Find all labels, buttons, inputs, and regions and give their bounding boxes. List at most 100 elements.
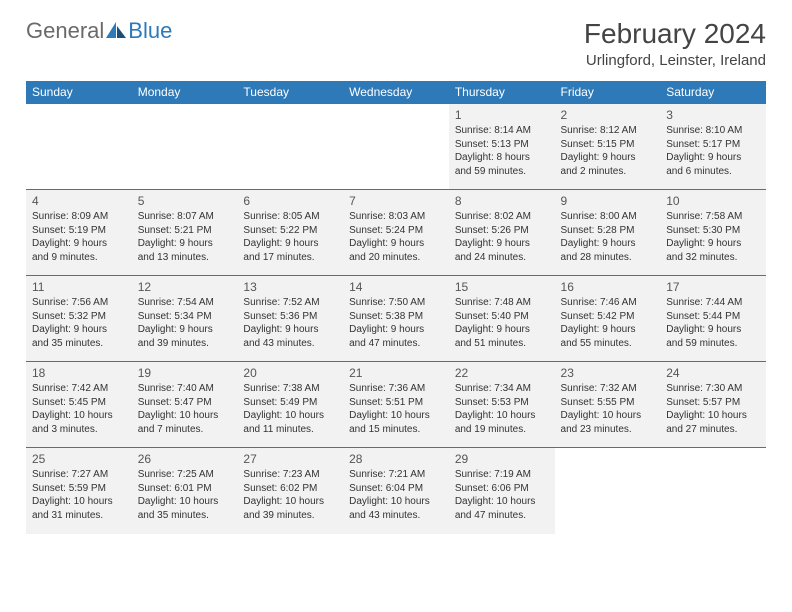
sunrise-text: Sunrise: 8:05 AM: [243, 210, 337, 224]
sunset-text: Sunset: 6:01 PM: [138, 482, 232, 496]
daylight-text: Daylight: 9 hours and 2 minutes.: [561, 151, 655, 178]
sunset-text: Sunset: 5:49 PM: [243, 396, 337, 410]
daylight-text: Daylight: 9 hours and 55 minutes.: [561, 323, 655, 350]
day-number: 11: [32, 279, 126, 295]
sunrise-text: Sunrise: 7:36 AM: [349, 382, 443, 396]
day-number: 13: [243, 279, 337, 295]
sunrise-text: Sunrise: 7:48 AM: [455, 296, 549, 310]
sunrise-text: Sunrise: 8:03 AM: [349, 210, 443, 224]
calendar-row: 25Sunrise: 7:27 AMSunset: 5:59 PMDayligh…: [26, 448, 766, 534]
daylight-text: Daylight: 9 hours and 51 minutes.: [455, 323, 549, 350]
daylight-text: Daylight: 9 hours and 17 minutes.: [243, 237, 337, 264]
calendar-row: 4Sunrise: 8:09 AMSunset: 5:19 PMDaylight…: [26, 190, 766, 276]
day-cell: 6Sunrise: 8:05 AMSunset: 5:22 PMDaylight…: [237, 190, 343, 276]
day-number: 8: [455, 193, 549, 209]
sunrise-text: Sunrise: 7:32 AM: [561, 382, 655, 396]
day-number: 3: [666, 107, 760, 123]
daylight-text: Daylight: 9 hours and 6 minutes.: [666, 151, 760, 178]
daylight-text: Daylight: 9 hours and 13 minutes.: [138, 237, 232, 264]
day-number: 21: [349, 365, 443, 381]
day-cell: 26Sunrise: 7:25 AMSunset: 6:01 PMDayligh…: [132, 448, 238, 534]
day-number: 6: [243, 193, 337, 209]
day-cell: 3Sunrise: 8:10 AMSunset: 5:17 PMDaylight…: [660, 104, 766, 190]
sunset-text: Sunset: 5:55 PM: [561, 396, 655, 410]
month-title: February 2024: [584, 18, 766, 50]
day-cell: 29Sunrise: 7:19 AMSunset: 6:06 PMDayligh…: [449, 448, 555, 534]
day-cell: 28Sunrise: 7:21 AMSunset: 6:04 PMDayligh…: [343, 448, 449, 534]
sunrise-text: Sunrise: 8:02 AM: [455, 210, 549, 224]
calendar-body: 1Sunrise: 8:14 AMSunset: 5:13 PMDaylight…: [26, 104, 766, 534]
day-cell: 20Sunrise: 7:38 AMSunset: 5:49 PMDayligh…: [237, 362, 343, 448]
day-cell: 1Sunrise: 8:14 AMSunset: 5:13 PMDaylight…: [449, 104, 555, 190]
day-number: 5: [138, 193, 232, 209]
sunset-text: Sunset: 5:19 PM: [32, 224, 126, 238]
sunset-text: Sunset: 5:15 PM: [561, 138, 655, 152]
sunrise-text: Sunrise: 7:27 AM: [32, 468, 126, 482]
daylight-text: Daylight: 9 hours and 32 minutes.: [666, 237, 760, 264]
day-header: Monday: [132, 81, 238, 104]
day-number: 4: [32, 193, 126, 209]
empty-cell: [660, 448, 766, 534]
day-header: Wednesday: [343, 81, 449, 104]
daylight-text: Daylight: 9 hours and 39 minutes.: [138, 323, 232, 350]
sunset-text: Sunset: 5:22 PM: [243, 224, 337, 238]
day-cell: 14Sunrise: 7:50 AMSunset: 5:38 PMDayligh…: [343, 276, 449, 362]
sunset-text: Sunset: 5:36 PM: [243, 310, 337, 324]
daylight-text: Daylight: 9 hours and 43 minutes.: [243, 323, 337, 350]
day-number: 24: [666, 365, 760, 381]
sunset-text: Sunset: 5:34 PM: [138, 310, 232, 324]
empty-cell: [555, 448, 661, 534]
daylight-text: Daylight: 10 hours and 3 minutes.: [32, 409, 126, 436]
sunrise-text: Sunrise: 7:46 AM: [561, 296, 655, 310]
sunrise-text: Sunrise: 7:23 AM: [243, 468, 337, 482]
sunset-text: Sunset: 5:51 PM: [349, 396, 443, 410]
daylight-text: Daylight: 9 hours and 35 minutes.: [32, 323, 126, 350]
sunrise-text: Sunrise: 7:52 AM: [243, 296, 337, 310]
day-header-row: SundayMondayTuesdayWednesdayThursdayFrid…: [26, 81, 766, 104]
day-number: 9: [561, 193, 655, 209]
day-number: 18: [32, 365, 126, 381]
title-block: February 2024 Urlingford, Leinster, Irel…: [584, 18, 766, 69]
day-number: 16: [561, 279, 655, 295]
day-cell: 8Sunrise: 8:02 AMSunset: 5:26 PMDaylight…: [449, 190, 555, 276]
empty-cell: [26, 104, 132, 190]
daylight-text: Daylight: 9 hours and 59 minutes.: [666, 323, 760, 350]
sunrise-text: Sunrise: 8:14 AM: [455, 124, 549, 138]
day-number: 12: [138, 279, 232, 295]
day-cell: 22Sunrise: 7:34 AMSunset: 5:53 PMDayligh…: [449, 362, 555, 448]
daylight-text: Daylight: 10 hours and 39 minutes.: [243, 495, 337, 522]
day-header: Sunday: [26, 81, 132, 104]
sunset-text: Sunset: 5:24 PM: [349, 224, 443, 238]
daylight-text: Daylight: 10 hours and 15 minutes.: [349, 409, 443, 436]
day-cell: 27Sunrise: 7:23 AMSunset: 6:02 PMDayligh…: [237, 448, 343, 534]
sunset-text: Sunset: 5:26 PM: [455, 224, 549, 238]
sunrise-text: Sunrise: 8:10 AM: [666, 124, 760, 138]
day-cell: 4Sunrise: 8:09 AMSunset: 5:19 PMDaylight…: [26, 190, 132, 276]
day-cell: 5Sunrise: 8:07 AMSunset: 5:21 PMDaylight…: [132, 190, 238, 276]
sunrise-text: Sunrise: 7:42 AM: [32, 382, 126, 396]
sunset-text: Sunset: 6:04 PM: [349, 482, 443, 496]
page-header: General Blue February 2024 Urlingford, L…: [26, 18, 766, 69]
daylight-text: Daylight: 8 hours and 59 minutes.: [455, 151, 549, 178]
sunrise-text: Sunrise: 8:00 AM: [561, 210, 655, 224]
day-cell: 18Sunrise: 7:42 AMSunset: 5:45 PMDayligh…: [26, 362, 132, 448]
calendar-row: 1Sunrise: 8:14 AMSunset: 5:13 PMDaylight…: [26, 104, 766, 190]
daylight-text: Daylight: 9 hours and 9 minutes.: [32, 237, 126, 264]
day-cell: 12Sunrise: 7:54 AMSunset: 5:34 PMDayligh…: [132, 276, 238, 362]
sunset-text: Sunset: 5:57 PM: [666, 396, 760, 410]
location: Urlingford, Leinster, Ireland: [584, 52, 766, 69]
calendar-row: 18Sunrise: 7:42 AMSunset: 5:45 PMDayligh…: [26, 362, 766, 448]
sunrise-text: Sunrise: 7:58 AM: [666, 210, 760, 224]
brand-word1: General: [26, 18, 104, 44]
day-header: Saturday: [660, 81, 766, 104]
daylight-text: Daylight: 10 hours and 19 minutes.: [455, 409, 549, 436]
calendar-table: SundayMondayTuesdayWednesdayThursdayFrid…: [26, 81, 766, 534]
sunset-text: Sunset: 5:21 PM: [138, 224, 232, 238]
day-cell: 16Sunrise: 7:46 AMSunset: 5:42 PMDayligh…: [555, 276, 661, 362]
daylight-text: Daylight: 9 hours and 24 minutes.: [455, 237, 549, 264]
day-cell: 10Sunrise: 7:58 AMSunset: 5:30 PMDayligh…: [660, 190, 766, 276]
day-number: 1: [455, 107, 549, 123]
day-number: 27: [243, 451, 337, 467]
day-cell: 23Sunrise: 7:32 AMSunset: 5:55 PMDayligh…: [555, 362, 661, 448]
daylight-text: Daylight: 10 hours and 43 minutes.: [349, 495, 443, 522]
